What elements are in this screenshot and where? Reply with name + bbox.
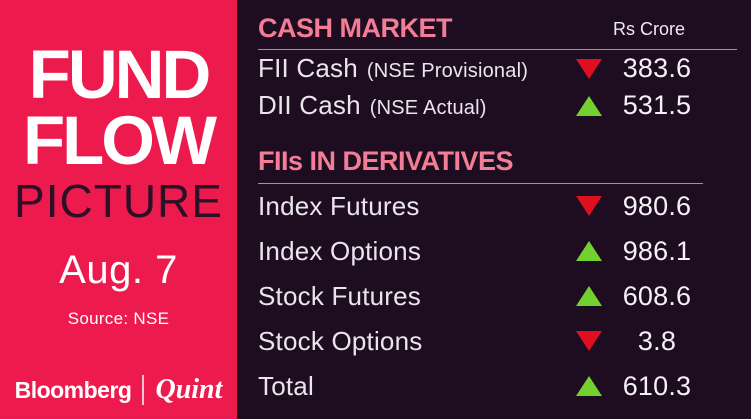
row-label: Stock Options [258, 325, 423, 356]
row-label-group: FII Cash (NSE Provisional) [258, 53, 571, 84]
row-label-group: Stock Futures [258, 281, 571, 312]
table-row: Index Options 986.1 [258, 229, 737, 274]
row-value: 3.8 [637, 325, 677, 356]
row-value: 986.1 [622, 235, 692, 266]
trend-up-icon [576, 95, 602, 116]
row-label: DII Cash [258, 90, 361, 121]
row-label-group: Total [258, 371, 571, 402]
row-value: 608.6 [622, 280, 692, 311]
row-label: Stock Futures [258, 280, 421, 311]
quint-logo: Quint [155, 374, 223, 405]
unit-label: Rs Crore [612, 19, 685, 40]
left-panel: FUND FLOW PICTURE Aug. 7 Source: NSE Blo… [0, 0, 237, 419]
section-title: FIIs IN DERIVATIVES [258, 146, 514, 177]
section-header-derivatives: FIIs IN DERIVATIVES [258, 146, 703, 184]
logo-divider [142, 375, 145, 405]
row-value: 610.3 [622, 370, 692, 401]
row-label-group: Stock Options [258, 326, 571, 357]
section-title: CASH MARKET [258, 13, 453, 43]
bloomberg-logo: Bloomberg [14, 376, 132, 403]
row-value: 531.5 [622, 90, 692, 121]
table-row: Total 610.3 [258, 364, 737, 409]
row-label: Total [258, 370, 314, 401]
brand-logo: Bloomberg Quint [0, 374, 237, 406]
trend-up-icon [576, 241, 602, 262]
title-picture: PICTURE [14, 175, 223, 228]
date-label: Aug. 7 [59, 248, 178, 293]
trend-down-icon [576, 196, 602, 217]
table-row: Index Futures 980.6 [258, 184, 737, 229]
row-label: Index Options [258, 235, 422, 266]
table-row: FII Cash (NSE Provisional) 383.6 [258, 50, 737, 87]
trend-down-icon [576, 331, 602, 352]
row-label-group: Index Futures [258, 191, 571, 222]
row-value: 980.6 [622, 190, 692, 221]
row-label: FII Cash [258, 53, 358, 84]
row-label: Index Futures [258, 190, 420, 221]
table-row: Stock Options 3.8 [258, 319, 737, 364]
table-row: Stock Futures 608.6 [258, 274, 737, 319]
trend-up-icon [576, 286, 602, 307]
trend-down-icon [576, 58, 602, 79]
title-fund: FUND [28, 36, 212, 113]
row-label-group: Index Options [258, 236, 571, 267]
trend-up-icon [576, 376, 602, 397]
row-sublabel: (NSE Provisional) [366, 60, 529, 83]
section-header-cash-market: CASH MARKET Rs Crore [258, 13, 737, 51]
data-panel: CASH MARKET Rs Crore FII Cash (NSE Provi… [237, 0, 751, 419]
row-sublabel: (NSE Actual) [369, 97, 487, 120]
title-flow: FLOW [22, 102, 217, 180]
table-row: DII Cash (NSE Actual) 531.5 [258, 87, 737, 124]
row-label-group: DII Cash (NSE Actual) [258, 90, 571, 121]
source-label: Source: NSE [67, 309, 170, 329]
row-value: 383.6 [622, 53, 692, 84]
